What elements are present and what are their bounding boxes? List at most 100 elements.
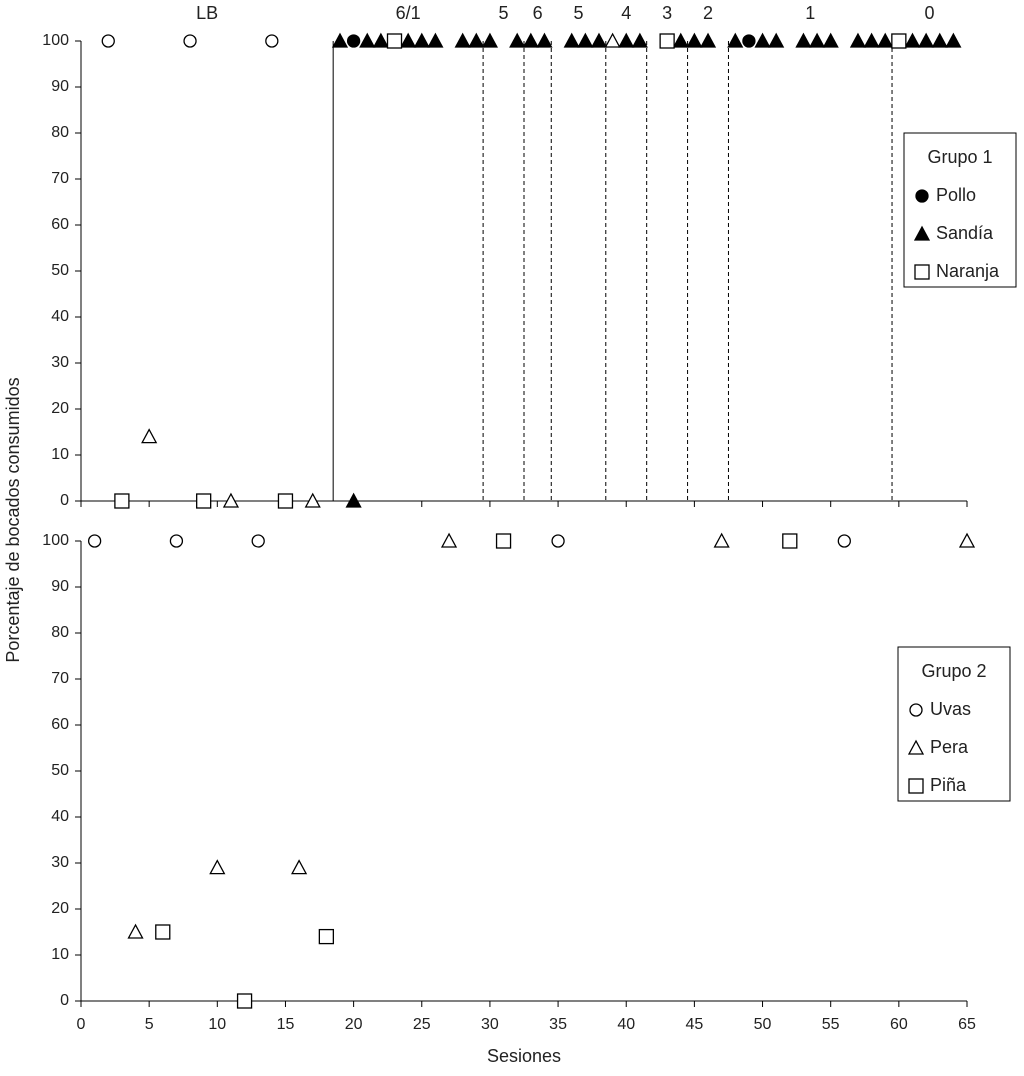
x-tick-label: 55 — [822, 1016, 840, 1033]
data-point — [222, 492, 240, 508]
data-point — [372, 32, 389, 48]
data-point — [686, 32, 703, 48]
x-tick-label: 10 — [208, 1016, 226, 1033]
data-point — [808, 32, 826, 48]
x-tick-label: 60 — [890, 1016, 908, 1033]
data-point — [101, 34, 115, 48]
y-tick-label: 30 — [51, 854, 69, 871]
data-point — [183, 34, 197, 48]
data-point — [114, 493, 130, 509]
data-point — [440, 532, 458, 548]
y-tick-label: 80 — [51, 624, 69, 641]
data-point — [87, 534, 102, 548]
data-point — [536, 32, 553, 48]
phase-label: 1 — [805, 3, 815, 23]
y-tick-label: 60 — [51, 716, 69, 733]
legend-marker — [914, 264, 930, 280]
data-point — [863, 32, 880, 48]
data-point — [768, 32, 785, 48]
data-point — [849, 32, 867, 48]
data-point — [127, 923, 144, 939]
x-tick-label: 50 — [754, 1016, 772, 1033]
data-point — [386, 33, 403, 49]
data-point — [837, 534, 851, 548]
data-point — [590, 32, 608, 48]
data-point — [454, 32, 471, 48]
phase-label: 0 — [925, 3, 935, 23]
y-tick-label: 50 — [51, 762, 69, 779]
y-tick-label: 30 — [51, 354, 69, 371]
y-tick-label: 40 — [51, 808, 69, 825]
data-point — [699, 32, 717, 48]
data-point — [318, 928, 335, 945]
y-tick-label: 90 — [51, 578, 69, 595]
data-point — [822, 32, 839, 48]
phase-label: 6 — [533, 3, 543, 23]
y-tick-label: 70 — [51, 670, 69, 687]
legend-title: Grupo 2 — [921, 661, 986, 681]
phase-label: LB — [196, 3, 218, 23]
y-tick-label: 10 — [51, 946, 69, 963]
data-point — [795, 32, 812, 48]
y-tick-label: 100 — [42, 532, 69, 549]
x-tick-label: 40 — [617, 1016, 635, 1033]
phase-label: 5 — [574, 3, 584, 23]
legend-marker — [909, 703, 923, 717]
data-point — [931, 32, 948, 48]
x-tick-label: 65 — [958, 1016, 976, 1033]
legend-marker — [907, 739, 925, 755]
data-point — [427, 32, 444, 48]
phase-label: 2 — [703, 3, 713, 23]
x-tick-label: 15 — [277, 1016, 295, 1033]
data-point — [742, 34, 756, 48]
data-point — [346, 34, 361, 48]
data-point — [958, 532, 976, 548]
data-point — [413, 32, 430, 48]
x-tick-label: 45 — [685, 1016, 703, 1033]
data-point — [468, 32, 485, 48]
y-tick-label: 50 — [51, 262, 69, 279]
legend-marker — [913, 225, 931, 241]
data-point — [918, 32, 935, 48]
data-point — [782, 533, 798, 549]
data-point — [331, 32, 349, 48]
x-tick-label: 30 — [481, 1016, 499, 1033]
x-tick-label: 0 — [77, 1016, 86, 1033]
data-point — [251, 534, 265, 548]
y-tick-label: 20 — [51, 900, 69, 917]
legend-label: Pera — [930, 737, 969, 757]
data-point — [141, 428, 158, 444]
data-point — [345, 492, 362, 508]
data-point — [877, 32, 894, 48]
x-tick-label: 5 — [145, 1016, 154, 1033]
legend-label: Pollo — [936, 185, 976, 205]
data-point — [155, 924, 171, 940]
data-point — [291, 859, 308, 875]
phase-label: 4 — [621, 3, 631, 23]
data-point — [754, 32, 771, 48]
legend-marker — [908, 778, 924, 794]
y-tick-label: 90 — [51, 78, 69, 95]
data-point — [604, 32, 621, 48]
data-point — [277, 493, 294, 509]
x-axis-label: Sesiones — [487, 1046, 561, 1066]
data-point — [563, 32, 580, 48]
data-point — [196, 493, 212, 509]
phase-label: 5 — [499, 3, 509, 23]
legend-box — [897, 646, 1011, 802]
data-point — [400, 32, 417, 48]
data-point — [904, 32, 921, 48]
y-tick-label: 10 — [51, 446, 69, 463]
y-tick-label: 0 — [60, 492, 69, 509]
y-tick-label: 80 — [51, 124, 69, 141]
x-tick-label: 20 — [345, 1016, 363, 1033]
data-point — [522, 32, 539, 48]
legend-title: Grupo 1 — [927, 147, 992, 167]
data-point — [672, 32, 689, 48]
legend-label: Piña — [930, 775, 967, 795]
data-point — [727, 32, 744, 48]
data-point — [495, 533, 512, 549]
data-point — [945, 32, 962, 48]
phase-label: 3 — [662, 3, 672, 23]
